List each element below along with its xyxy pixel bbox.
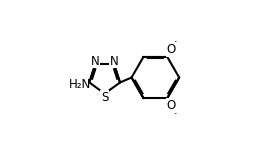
Text: N: N: [110, 55, 119, 68]
Text: S: S: [101, 91, 108, 104]
Text: O: O: [167, 99, 176, 112]
Text: O: O: [167, 43, 176, 56]
Text: N: N: [90, 55, 99, 68]
Text: H₂N: H₂N: [69, 78, 91, 91]
